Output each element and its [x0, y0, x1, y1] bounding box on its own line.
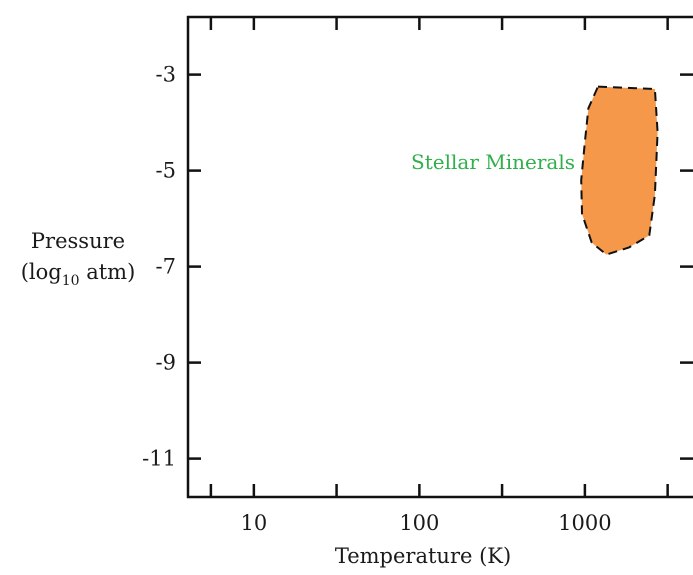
y-tick-label: -5 — [156, 159, 176, 183]
x-tick-label: 1000 — [558, 511, 611, 535]
y-tick-label: -7 — [156, 255, 176, 279]
region-layer — [581, 87, 657, 255]
x-tick-label: 100 — [399, 511, 439, 535]
region-label-stellar-minerals: Stellar Minerals — [411, 150, 575, 174]
y-tick-label: -9 — [156, 351, 176, 375]
region-stellar-minerals — [581, 87, 657, 255]
y-axis-title-line2: (log10 atm) — [21, 260, 136, 289]
y-axis-title-line1: Pressure — [31, 229, 125, 253]
x-axis-title: Temperature (K) — [335, 544, 511, 568]
y-tick-label: -11 — [142, 447, 176, 471]
y-tick-label: -3 — [156, 63, 176, 87]
x-tick-label: 10 — [240, 511, 267, 535]
